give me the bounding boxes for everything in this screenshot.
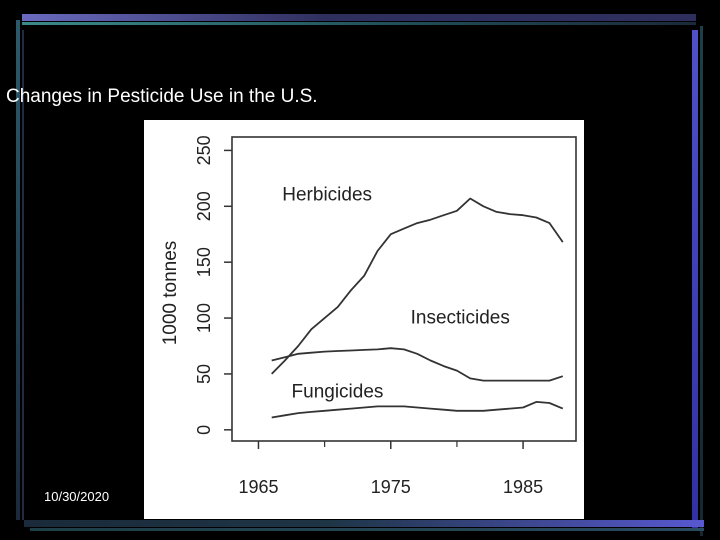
plot-frame: [231, 136, 577, 442]
line-chart: 0 50 100 150 200 250 1965 1975 1985 1000 tonnes He…: [160, 135, 577, 497]
y-tick-label: 0: [194, 425, 214, 435]
chart-panel: 0 50 100 150 200 250 1965 1975 1985 1000 tonnes He…: [144, 120, 584, 519]
frame-bottom-accent: [30, 528, 704, 531]
y-tick-label: 200: [194, 191, 214, 221]
y-tick-label: 50: [194, 364, 214, 384]
slide-title: Changes in Pesticide Use in the U.S.: [6, 86, 318, 107]
frame-top-accent: [22, 22, 696, 25]
series-label-herbicides: Herbicides: [282, 185, 372, 206]
x-tick-label: 1975: [371, 477, 411, 497]
y-tick-label: 100: [194, 303, 214, 333]
y-axis-label: 1000 tonnes: [160, 241, 181, 346]
series-line-herbicides: [271, 197, 564, 375]
series-label-insecticides: Insecticides: [411, 308, 510, 329]
frame-right-bar: [692, 30, 698, 530]
series-line-fungicides: [271, 401, 564, 419]
frame-top-bar: [22, 14, 696, 21]
frame-left-bar: [16, 20, 20, 520]
frame-bottom-bar: [24, 520, 704, 527]
x-tick-label: 1985: [503, 477, 543, 497]
y-tick-label: 250: [194, 135, 214, 165]
frame-left-accent: [22, 30, 24, 520]
frame-right-accent: [700, 26, 703, 536]
x-tick-label: 1965: [238, 477, 278, 497]
series-line-insecticides: [271, 347, 564, 382]
series-label-fungicides: Fungicides: [292, 381, 384, 402]
date-footer: 10/30/2020: [44, 489, 110, 504]
y-tick-label: 150: [194, 247, 214, 277]
